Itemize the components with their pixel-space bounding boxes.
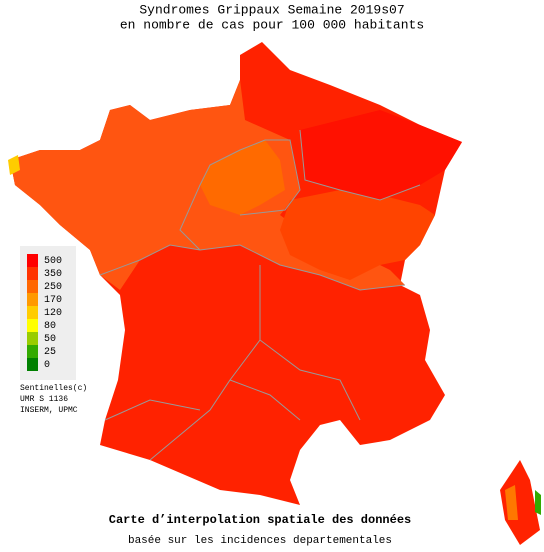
legend-label: 25 xyxy=(44,347,56,358)
france-map xyxy=(8,42,541,545)
credit: UMR S 1136 xyxy=(20,395,68,404)
legend-label: 170 xyxy=(44,295,62,306)
legend-label: 500 xyxy=(44,256,62,267)
north-east-region xyxy=(300,110,462,200)
credit: Sentinelles(c) xyxy=(20,384,87,393)
footer-title: Carte d’interpolation spatiale des donné… xyxy=(109,513,411,527)
legend-swatch xyxy=(27,280,38,293)
legend-label: 250 xyxy=(44,282,62,293)
legend-swatch xyxy=(27,293,38,306)
centre-region xyxy=(200,140,285,215)
legend-swatch xyxy=(27,254,38,267)
legend-swatch xyxy=(27,345,38,358)
title: Syndromes Grippaux Semaine 2019s07 xyxy=(139,2,404,17)
legend-swatch xyxy=(27,306,38,319)
credit: INSERM, UPMC xyxy=(20,406,78,415)
legend-swatch xyxy=(27,332,38,345)
brittany-tip xyxy=(8,155,20,175)
subtitle: en nombre de cas pour 100 000 habitants xyxy=(120,17,424,32)
corsica-east xyxy=(535,490,541,515)
corsica-west xyxy=(505,485,518,520)
legend-swatch xyxy=(27,319,38,332)
footer-subtitle: basée sur les incidences departementales xyxy=(128,535,392,547)
legend-label: 80 xyxy=(44,321,56,332)
legend-label: 50 xyxy=(44,334,56,345)
east-region xyxy=(280,190,435,280)
corsica xyxy=(500,460,540,545)
region-borders xyxy=(99,129,421,461)
legend-label: 0 xyxy=(44,360,50,371)
legend-label: 350 xyxy=(44,269,62,280)
legend-label: 120 xyxy=(44,308,62,319)
legend-swatch xyxy=(27,267,38,280)
legend-swatch xyxy=(27,358,38,371)
